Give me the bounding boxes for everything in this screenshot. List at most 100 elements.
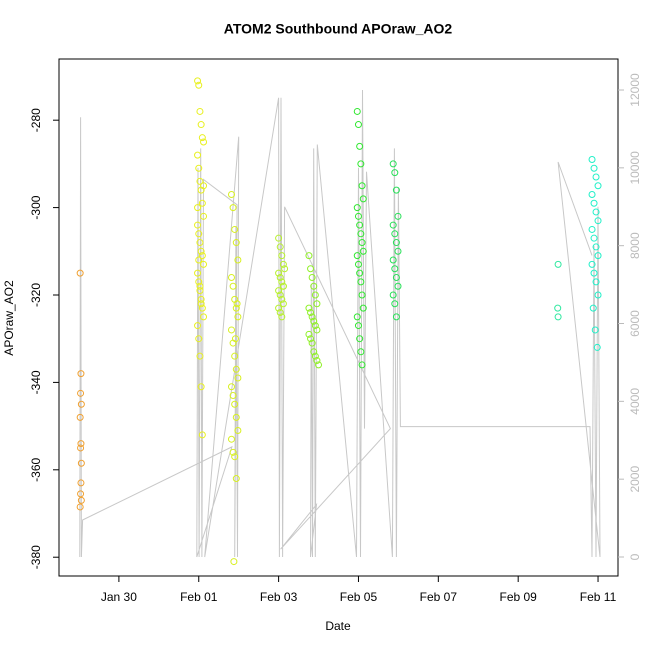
point [354, 212, 362, 220]
x-tick-label: Feb 07 [420, 590, 458, 604]
point [234, 374, 242, 382]
point [198, 304, 206, 312]
point [229, 448, 237, 456]
point [195, 230, 203, 238]
point [391, 300, 399, 308]
point [394, 212, 402, 220]
point [77, 490, 85, 498]
point [198, 134, 206, 142]
point [592, 173, 600, 181]
x-tick-label: Feb 01 [180, 590, 218, 604]
point [389, 256, 397, 264]
point [234, 256, 242, 264]
point [232, 365, 240, 373]
point [281, 265, 289, 273]
point [308, 274, 316, 282]
point [275, 269, 283, 277]
point [194, 204, 202, 212]
point [391, 230, 399, 238]
point [194, 77, 202, 85]
x-axis-label: Date [325, 619, 351, 633]
point [200, 182, 208, 190]
point [590, 269, 598, 277]
point [590, 234, 598, 242]
point [278, 313, 286, 321]
point [198, 431, 206, 439]
point [307, 265, 315, 273]
point [77, 496, 85, 504]
point [591, 326, 599, 334]
point [275, 287, 283, 295]
point [353, 204, 361, 212]
point [230, 558, 238, 566]
point [389, 291, 397, 299]
point [231, 453, 239, 461]
y2-tick-label: 4000 [628, 388, 642, 415]
point [307, 308, 315, 316]
point [592, 278, 600, 286]
point [76, 503, 84, 511]
y2-tick-label: 0 [628, 553, 642, 560]
point [588, 190, 596, 198]
point [229, 282, 237, 290]
point [276, 308, 284, 316]
point [229, 204, 237, 212]
point [232, 413, 240, 421]
point [392, 239, 400, 247]
x-tick-label: Feb 05 [340, 590, 378, 604]
point [554, 260, 562, 268]
x-tick-label: Jan 30 [101, 590, 137, 604]
point [357, 230, 365, 238]
point [392, 186, 400, 194]
point [279, 282, 287, 290]
y-tick-label: -360 [29, 457, 43, 481]
point [195, 164, 203, 172]
point [77, 459, 85, 467]
point [231, 225, 239, 233]
point [275, 304, 283, 312]
point [588, 225, 596, 233]
point [234, 426, 242, 434]
y-axis-label: APOraw_AO2 [2, 280, 16, 356]
point [305, 330, 313, 338]
point [594, 291, 602, 299]
point [231, 400, 239, 408]
point [593, 343, 601, 351]
point [200, 212, 208, 220]
point [77, 389, 85, 397]
point [588, 156, 596, 164]
point [389, 160, 397, 168]
point [77, 400, 85, 408]
point [392, 313, 400, 321]
x-tick-label: Feb 03 [260, 590, 298, 604]
point [197, 295, 205, 303]
point [353, 313, 361, 321]
point [313, 326, 321, 334]
point [279, 260, 287, 268]
point [357, 160, 365, 168]
point [311, 322, 319, 330]
point [394, 282, 402, 290]
point [198, 252, 206, 260]
point [276, 243, 284, 251]
point [554, 304, 562, 312]
point [197, 121, 205, 129]
point [358, 182, 366, 190]
point [77, 444, 85, 452]
point [305, 252, 313, 260]
point [194, 151, 202, 159]
point [357, 278, 365, 286]
point [353, 252, 361, 260]
point [353, 107, 361, 115]
point [313, 300, 321, 308]
point [227, 274, 235, 282]
chart-title: ATOM2 Southbound APOraw_AO2 [224, 21, 453, 37]
point [76, 269, 84, 277]
point [311, 291, 319, 299]
point [356, 269, 364, 277]
point [357, 348, 365, 356]
point [197, 247, 205, 255]
point [594, 182, 602, 190]
point [394, 247, 402, 255]
